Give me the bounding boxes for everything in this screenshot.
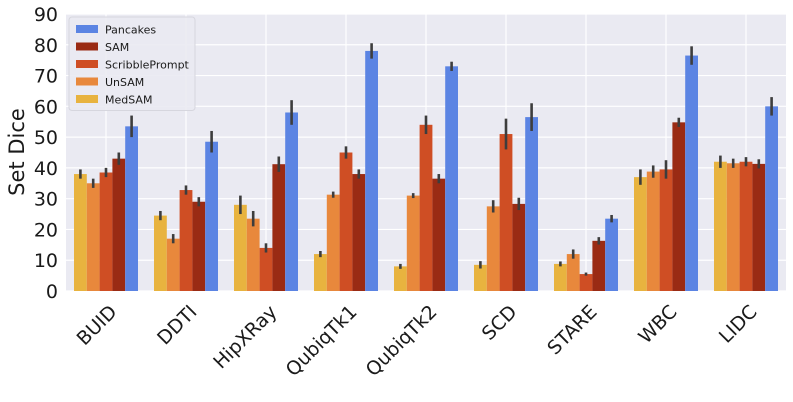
bar-scribbleprompt-stare bbox=[579, 274, 593, 291]
y-tick-label: 50 bbox=[34, 127, 58, 149]
bar-medsam-lidc bbox=[714, 161, 727, 291]
bar-sam-ddti bbox=[192, 201, 206, 291]
y-tick-label: 60 bbox=[34, 96, 58, 118]
x-tick-label: STARE bbox=[543, 301, 601, 359]
bar-pancakes-qubiqtk1 bbox=[365, 50, 378, 291]
bar-medsam-buid bbox=[74, 174, 87, 291]
bar-sam-wbc bbox=[672, 122, 686, 292]
bar-scribbleprompt-qubiqtk1 bbox=[339, 152, 353, 291]
y-tick-label: 70 bbox=[34, 66, 58, 88]
legend-swatch bbox=[76, 77, 98, 86]
legend-swatch bbox=[76, 42, 98, 51]
legend-swatch bbox=[76, 60, 98, 68]
bar-sam-hipxray bbox=[272, 164, 286, 291]
bar-scribbleprompt-qubiqtk2 bbox=[419, 124, 433, 291]
legend-box bbox=[68, 16, 196, 111]
bar-pancakes-qubiqtk2 bbox=[445, 66, 458, 291]
bar-pancakes-wbc bbox=[685, 55, 698, 291]
bar-scribbleprompt-wbc bbox=[659, 169, 673, 291]
x-tick-label: SCD bbox=[478, 301, 522, 345]
bar-scribbleprompt-hipxray bbox=[259, 247, 273, 291]
x-tick-label: QubiqTk2 bbox=[362, 301, 442, 381]
legend-label: ScribblePrompt bbox=[105, 59, 190, 72]
bar-medsam-stare bbox=[554, 263, 567, 291]
y-tick-label: 20 bbox=[34, 219, 58, 241]
y-tick-label: 90 bbox=[34, 4, 58, 26]
x-tick-label: LIDC bbox=[715, 301, 762, 348]
y-tick-label: 0 bbox=[46, 281, 58, 303]
bars bbox=[74, 43, 778, 292]
bar-pancakes-lidc bbox=[765, 106, 778, 291]
bar-scribbleprompt-scd bbox=[499, 134, 513, 291]
bar-pancakes-stare bbox=[605, 218, 618, 291]
y-tick-label: 10 bbox=[34, 250, 58, 272]
bar-sam-buid bbox=[112, 158, 126, 291]
legend-label: MedSAM bbox=[105, 94, 152, 107]
bar-scribbleprompt-ddti bbox=[179, 190, 193, 291]
bar-unsam-ddti bbox=[166, 238, 180, 291]
bar-unsam-lidc bbox=[726, 163, 740, 291]
bar-medsam-scd bbox=[474, 264, 487, 291]
x-tick-label: WBC bbox=[634, 301, 681, 348]
bar-medsam-qubiqtk1 bbox=[314, 254, 327, 291]
bar-unsam-stare bbox=[566, 254, 580, 291]
legend-label: Pancakes bbox=[105, 24, 156, 37]
y-tick-label: 30 bbox=[34, 189, 58, 211]
bar-sam-qubiqtk1 bbox=[352, 174, 366, 291]
bar-unsam-scd bbox=[486, 206, 500, 291]
x-tick-label: QubiqTk1 bbox=[282, 301, 362, 381]
bar-pancakes-ddti bbox=[205, 141, 218, 291]
x-tick-labels: BUID DDTI HipXRay QubiqTk1 QubiqTk2 SCD STARE W… bbox=[73, 301, 762, 381]
bar-medsam-qubiqtk2 bbox=[394, 266, 407, 291]
bar-medsam-wbc bbox=[634, 177, 647, 291]
legend-label: UnSAM bbox=[105, 76, 144, 89]
bar-sam-lidc bbox=[752, 163, 766, 291]
bar-sam-scd bbox=[512, 203, 526, 291]
bar-pancakes-hipxray bbox=[285, 112, 298, 291]
bar-medsam-hipxray bbox=[234, 204, 247, 291]
x-tick-label: HipXRay bbox=[209, 301, 281, 373]
bar-sam-stare bbox=[592, 240, 606, 291]
bar-unsam-wbc bbox=[646, 171, 660, 291]
x-tick-label: BUID bbox=[73, 301, 122, 350]
y-tick-label: 40 bbox=[34, 158, 58, 180]
y-tick-labels: 0 10 20 30 40 50 60 70 80 90 bbox=[34, 4, 58, 303]
bar-scribbleprompt-lidc bbox=[739, 161, 753, 291]
legend-swatch bbox=[76, 95, 98, 103]
x-tick-label: DDTI bbox=[153, 301, 201, 349]
bar-unsam-buid bbox=[86, 183, 100, 291]
bar-unsam-qubiqtk2 bbox=[406, 195, 420, 291]
y-axis-label: Set Dice bbox=[5, 108, 29, 196]
bar-sam-qubiqtk2 bbox=[432, 178, 446, 291]
bar-pancakes-scd bbox=[525, 117, 538, 291]
y-tick-label: 80 bbox=[34, 35, 58, 57]
bar-unsam-hipxray bbox=[246, 218, 260, 291]
bar-pancakes-buid bbox=[125, 126, 138, 291]
bar-unsam-qubiqtk1 bbox=[326, 194, 340, 291]
legend-swatch bbox=[76, 25, 98, 33]
legend-label: SAM bbox=[105, 41, 129, 54]
legend: Pancakes SAM ScribblePrompt UnSAM MedSAM bbox=[68, 16, 196, 111]
bar-scribbleprompt-buid bbox=[99, 172, 113, 291]
bar-medsam-ddti bbox=[154, 215, 167, 291]
